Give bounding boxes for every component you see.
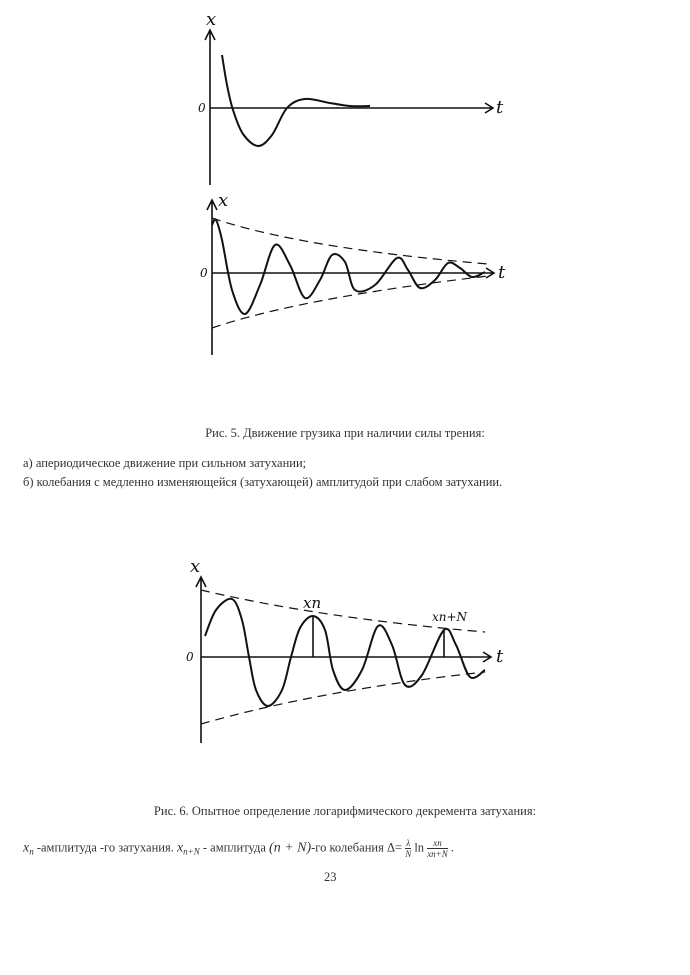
figure-5b [206,198,496,355]
figure-6-caption: Рис. 6. Опытное определение логарифмичес… [153,804,537,818]
upper-envelope [200,589,486,633]
fig6-y-label: x [190,556,200,577]
upper-envelope [211,217,489,265]
fig5a-y-label: x [206,9,216,30]
formula-text-1: -амплитуда -го затухания. [33,840,177,855]
page-number: 23 [324,870,337,884]
figure-5a [204,28,495,185]
fig5b-origin-label: 0 [200,266,208,280]
figure-5-caption: Рис. 5. Движение грузика при наличии сил… [205,426,485,440]
label-xn-plus-N: xn+N [432,610,468,624]
xn-subscript: n [29,846,34,857]
figure-6 [195,575,493,743]
fig5a-origin-label: 0 [198,101,206,115]
formula-text-3: -го колебания Δ= [311,840,406,855]
x-axis [201,651,493,663]
fig5b-y-label: x [218,190,228,211]
figure-5-item-a: а) апериодическое движение при сильном з… [23,456,307,470]
ln: ln [411,840,428,855]
frac1-num: λ [405,838,412,849]
xnN-symbol: x [176,840,184,856]
damped-oscillation-curve [211,218,486,315]
x-axis [210,102,495,114]
fig5b-x-label: t [498,262,506,283]
fig6-x-label: t [496,646,504,667]
figure-5-item-b: б) колебания с медленно изменяющейся (за… [23,475,503,489]
amplitude-ratio: xn xn+N [427,838,448,859]
frac2-num: xn [427,838,448,849]
lower-envelope [200,671,486,725]
x-axis [212,267,496,279]
frac2-den: xn+N [427,849,448,859]
frac1-den: N [405,849,412,859]
n-plus-N: (n + N) [269,840,312,856]
xn-symbol: x [23,840,30,856]
damped-oscillation-curve [204,597,486,708]
formula-line: xn -амплитуда -го затухания. xn+N - ампл… [23,838,454,859]
fig5a-x-label: t [496,97,504,118]
label-xn: xn [303,594,321,612]
xnN-subscript: n+N [183,846,200,857]
formula-end: . [447,840,455,855]
y-axis [206,198,218,355]
formula-text-2: - амплитуда [199,840,270,855]
aperiodic-curve [221,54,371,147]
fig6-origin-label: 0 [186,650,194,664]
y-axis [195,575,207,743]
